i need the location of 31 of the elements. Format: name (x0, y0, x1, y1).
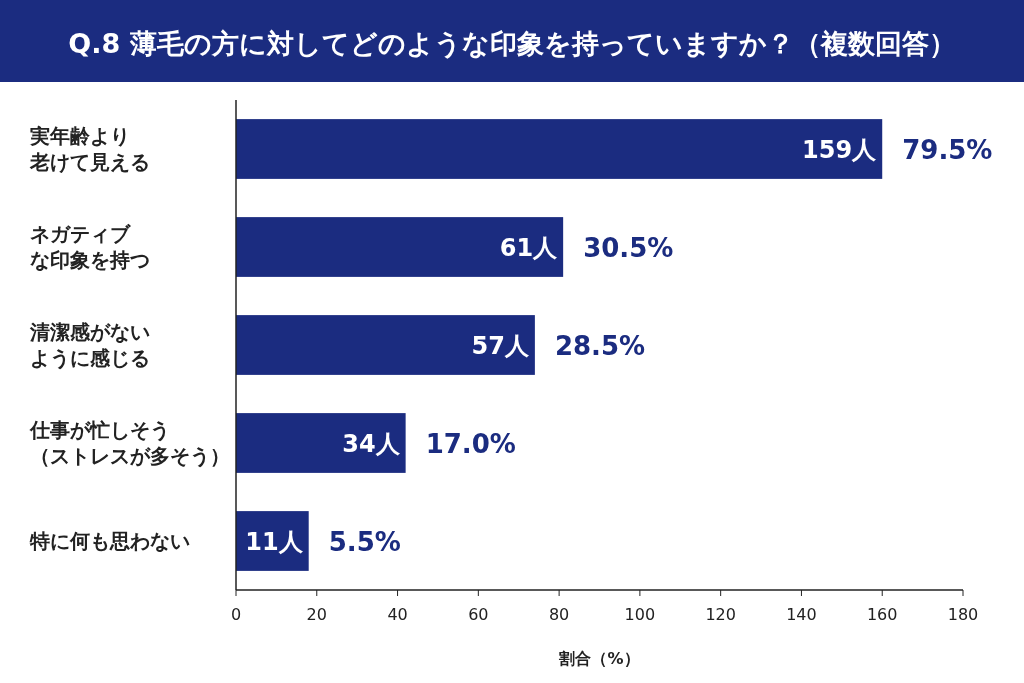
x-axis-title: 割合（%） (558, 649, 640, 668)
annotation: 28.5% (554, 331, 646, 361)
y-tick-label: ネガティブな印象を持つ (30, 222, 150, 272)
annotation: 34人 (342, 430, 401, 458)
x-tick-label: 60 (468, 605, 489, 624)
annotation: 159人 (802, 136, 878, 164)
x-tick-label: 120 (705, 605, 736, 624)
bar (236, 119, 883, 179)
annotation: 30.5% (583, 233, 674, 263)
bar (236, 413, 406, 473)
annotation: 5.5% (328, 527, 401, 557)
annotation: 61人 (499, 234, 559, 262)
chart-title: Q.8 薄毛の方に対してどのような印象を持っていますか？（複数回答） (68, 28, 956, 59)
x-tick-label: 180 (947, 605, 979, 624)
annotation: 11人 (245, 528, 304, 556)
annotation: 79.5% (902, 135, 993, 165)
y-tick-label: 清潔感がないように感じる (29, 320, 150, 370)
x-tick-label: 80 (548, 605, 570, 624)
x-tick-label: 160 (866, 605, 898, 624)
x-tick-label: 140 (786, 605, 817, 624)
x-tick-label: 20 (306, 605, 327, 624)
y-tick-label: 仕事が忙しそう（ストレスが多そう） (29, 418, 230, 468)
bar (236, 217, 564, 277)
bar (236, 315, 535, 375)
y-tick-label: 特に何も思わない (29, 529, 190, 553)
annotation: 17.0% (425, 429, 516, 459)
y-tick-label: 実年齢より老けて見える (29, 124, 150, 174)
x-tick-label: 0 (230, 605, 242, 624)
annotation: 57人 (471, 332, 530, 360)
x-tick-label: 40 (387, 605, 408, 624)
x-tick-label: 100 (624, 605, 656, 624)
